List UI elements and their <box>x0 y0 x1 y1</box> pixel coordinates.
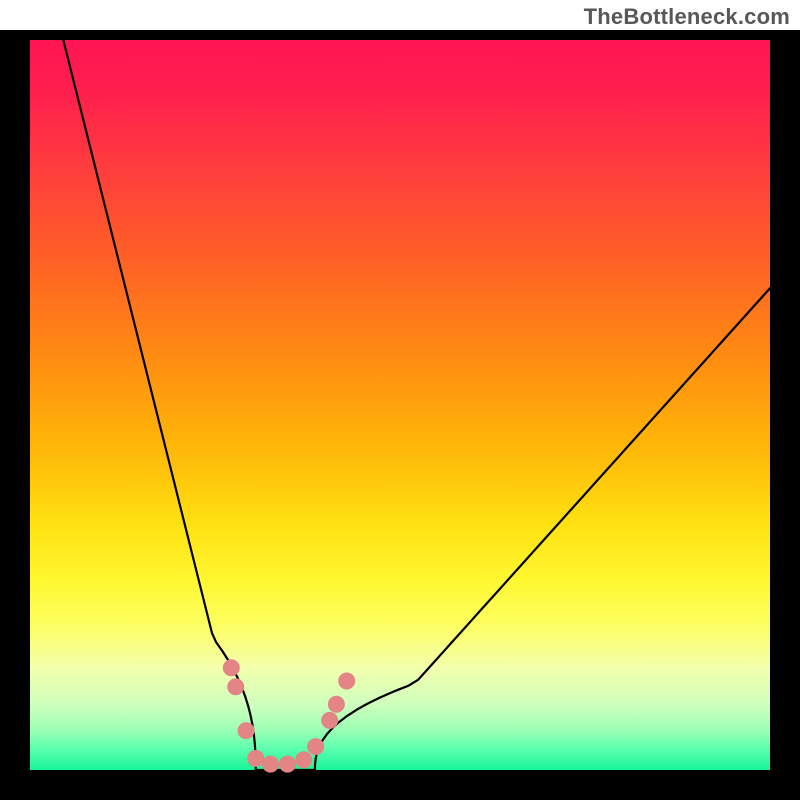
data-marker <box>308 739 324 755</box>
data-marker <box>263 756 279 772</box>
data-marker <box>322 712 338 728</box>
data-marker <box>328 696 344 712</box>
watermark-text: TheBottleneck.com <box>584 4 790 30</box>
data-marker <box>339 673 355 689</box>
gradient-background <box>30 40 770 770</box>
data-marker <box>223 660 239 676</box>
bottleneck-chart <box>0 0 800 800</box>
data-marker <box>228 679 244 695</box>
data-marker <box>238 723 254 739</box>
data-marker <box>248 750 264 766</box>
data-marker <box>280 756 296 772</box>
data-marker <box>296 752 312 768</box>
chart-root: TheBottleneck.com <box>0 0 800 800</box>
